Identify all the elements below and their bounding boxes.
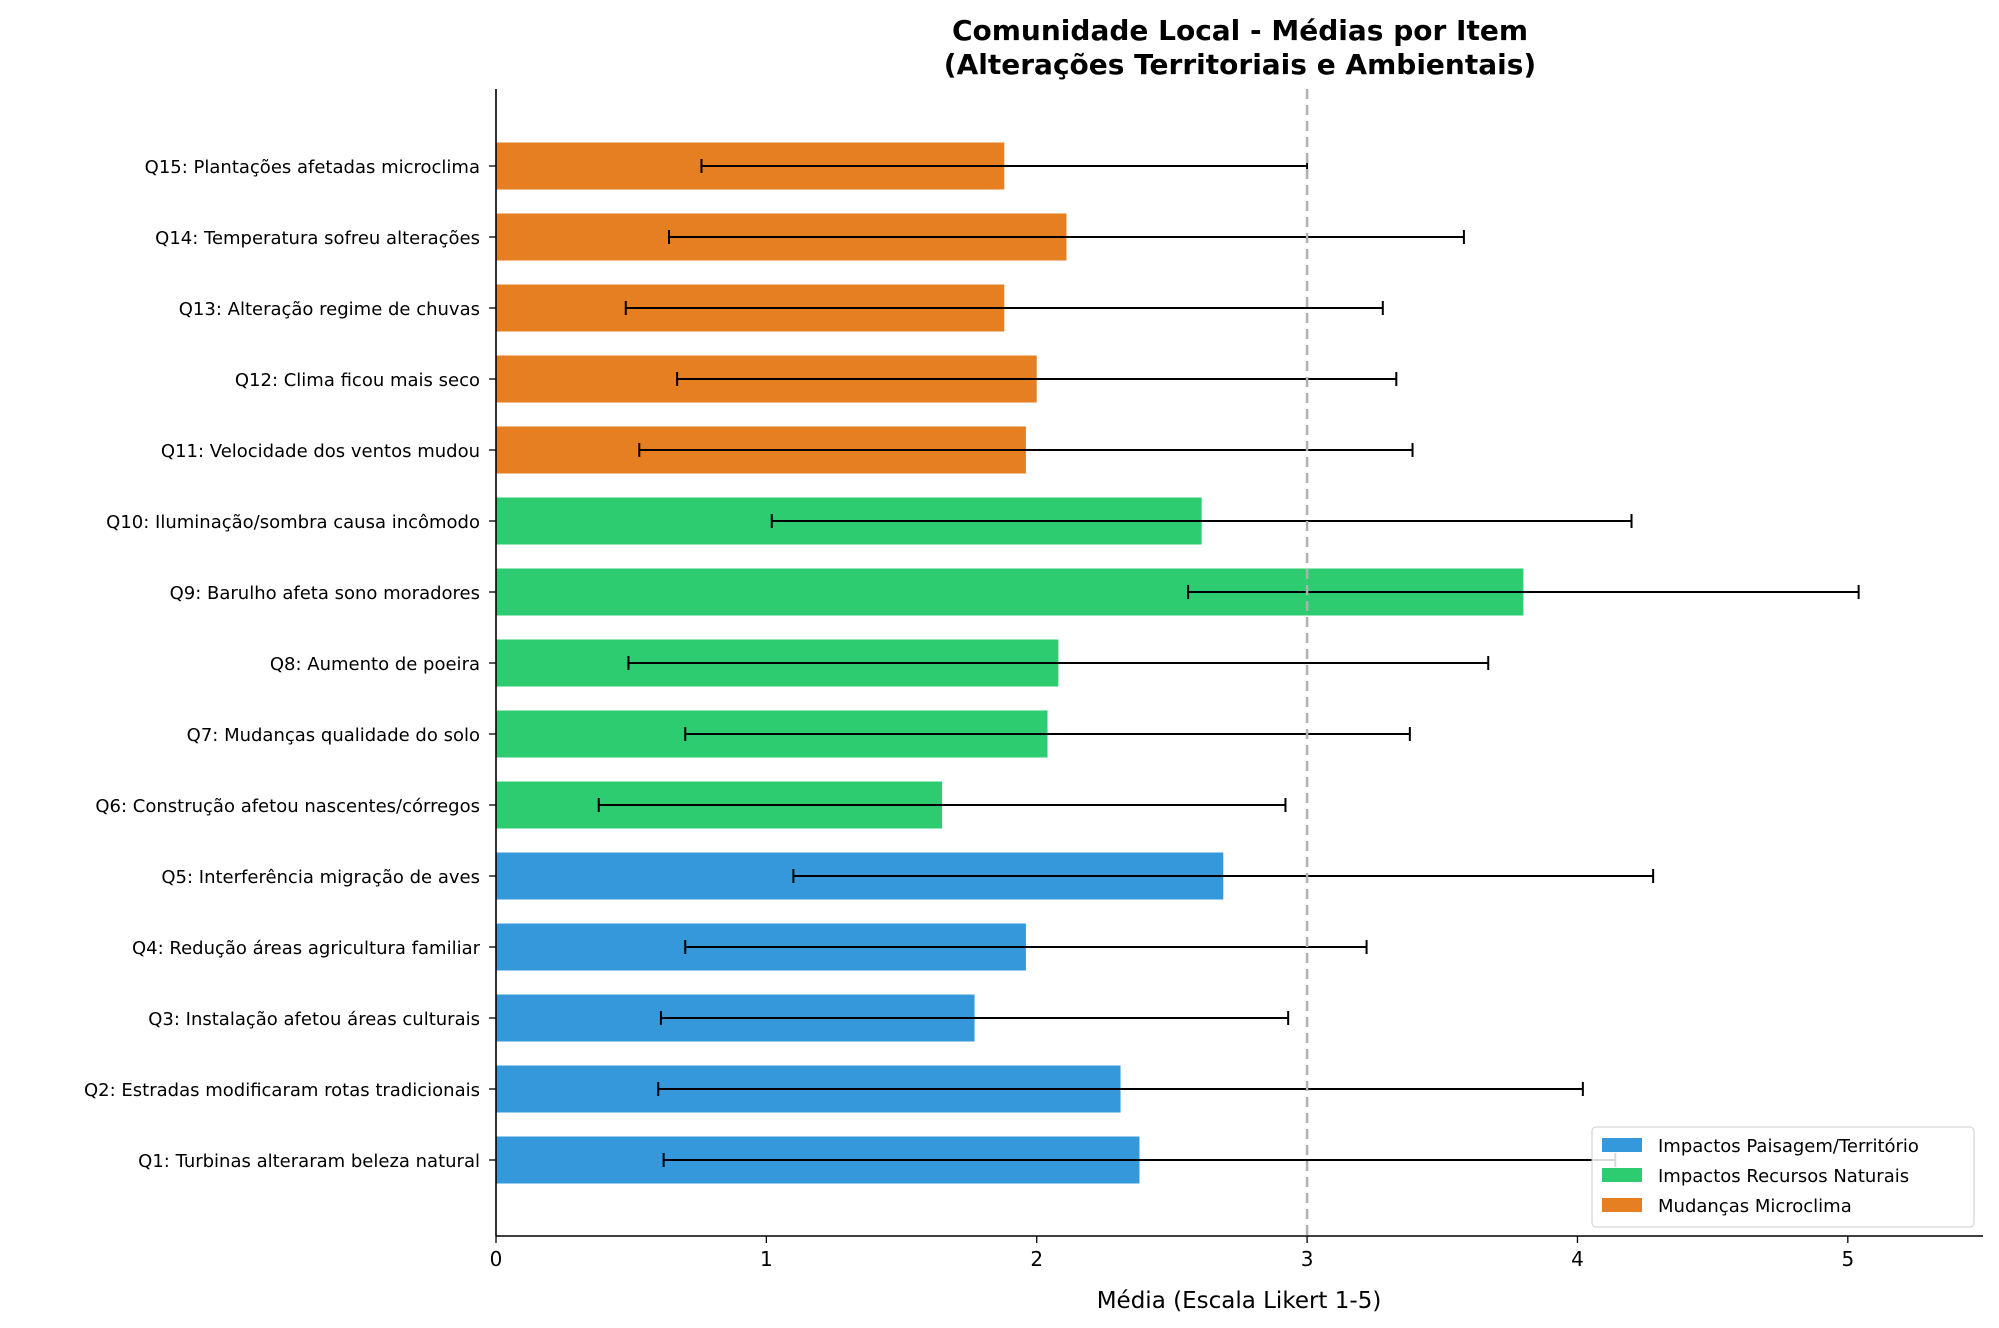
y-tick-label: Q15: Plantações afetadas microclima <box>145 157 480 178</box>
y-tick-label: Q3: Instalação afetou áreas culturais <box>148 1009 480 1030</box>
legend-swatch <box>1602 1138 1642 1152</box>
y-tick-label: Q9: Barulho afeta sono moradores <box>170 583 480 604</box>
y-tick-label: Q2: Estradas modificaram rotas tradicion… <box>84 1080 480 1101</box>
y-tick-label: Q1: Turbinas alteraram beleza natural <box>138 1151 480 1172</box>
legend-label: Impactos Paisagem/Território <box>1658 1136 1919 1157</box>
y-tick-label: Q5: Interferência migração de aves <box>161 867 480 888</box>
legend-label: Impactos Recursos Naturais <box>1658 1166 1909 1187</box>
x-tick-label: 5 <box>1841 1247 1854 1271</box>
y-tick-label: Q12: Clima ficou mais seco <box>235 370 480 391</box>
x-tick-label: 3 <box>1301 1247 1314 1271</box>
y-tick-label: Q4: Redução áreas agricultura familiar <box>132 938 481 959</box>
legend-swatch <box>1602 1198 1642 1212</box>
y-tick-label: Q10: Iluminação/sombra causa incômodo <box>106 512 480 533</box>
y-tick-label: Q6: Construção afetou nascentes/córregos <box>95 796 480 817</box>
x-axis-label: Média (Escala Likert 1-5) <box>1097 1288 1382 1314</box>
chart-subtitle: (Alterações Territoriais e Ambientais) <box>944 48 1536 81</box>
x-tick-label: 0 <box>490 1247 503 1271</box>
legend <box>1591 1126 1975 1228</box>
y-tick-label: Q7: Mudanças qualidade do solo <box>187 725 480 746</box>
x-tick-label: 2 <box>1030 1247 1043 1271</box>
legend-label: Mudanças Microclima <box>1658 1196 1852 1217</box>
y-tick-label: Q14: Temperatura sofreu alterações <box>155 228 480 249</box>
y-tick-label: Q8: Aumento de poeira <box>270 654 480 675</box>
x-tick-label: 1 <box>760 1247 773 1271</box>
x-tick-label: 4 <box>1571 1247 1584 1271</box>
legend-swatch <box>1602 1168 1642 1182</box>
chart-title: Comunidade Local - Médias por Item <box>952 14 1528 47</box>
y-tick-label: Q13: Alteração regime de chuvas <box>179 299 480 320</box>
y-tick-label: Q11: Velocidade dos ventos mudou <box>161 441 480 462</box>
